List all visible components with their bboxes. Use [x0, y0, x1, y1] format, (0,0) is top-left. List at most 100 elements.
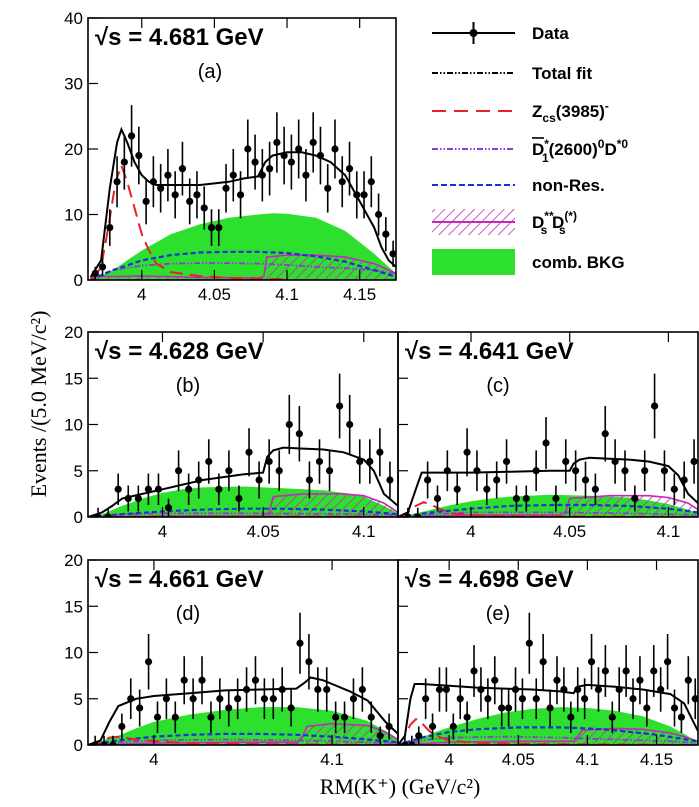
panel-energy-title: √s = 4.628 GeV: [95, 338, 264, 365]
data-point: [442, 685, 450, 694]
data-point: [135, 151, 143, 160]
data-point: [315, 457, 324, 466]
data-point: [200, 204, 208, 212]
data-point: [456, 695, 464, 703]
data-point: [255, 476, 263, 484]
y-tick-label: 10: [64, 206, 83, 225]
data-point: [171, 713, 179, 721]
legend-label: Zcs(3985)-: [532, 99, 609, 125]
legend-item-zcs: Zcs(3985)-: [432, 99, 609, 125]
legend-label: Data: [532, 24, 569, 43]
data-point: [287, 704, 295, 712]
x-tick-label: 4.15: [343, 285, 376, 304]
data-point: [567, 713, 575, 721]
d1-2600-curve: [90, 262, 396, 279]
panel-label: (e): [486, 603, 510, 625]
x-tick-label: 4.1: [320, 750, 344, 769]
data-point: [134, 494, 142, 503]
data-point: [539, 658, 547, 666]
data-point: [265, 457, 273, 466]
data-point: [414, 513, 422, 517]
data-point: [144, 658, 153, 666]
data-point: [615, 685, 623, 694]
data-point: [205, 457, 213, 466]
data-point: [587, 658, 596, 666]
y-tick-label: 0: [74, 508, 83, 527]
data-point: [349, 695, 358, 703]
x-tick-label: 4.05: [198, 285, 231, 304]
data-point: [473, 467, 481, 475]
data-point: [650, 667, 658, 675]
zcs-3985-curve: [88, 735, 398, 745]
data-point: [323, 685, 331, 694]
plot-area: [88, 373, 398, 517]
data-point: [684, 676, 692, 684]
x-tick-label: 4: [466, 522, 475, 541]
data-point: [222, 184, 230, 192]
data-point: [332, 713, 340, 721]
x-axis-title: RM(K⁺) (GeV/c²): [320, 774, 481, 799]
data-point: [611, 457, 619, 466]
data-point: [483, 485, 491, 493]
data-point: [581, 476, 590, 484]
data-point: [225, 704, 233, 712]
legend-swatch-marker: [469, 29, 478, 37]
data-point: [127, 132, 136, 140]
data-point: [94, 513, 102, 517]
data-point: [314, 685, 322, 694]
plot-area: [398, 373, 698, 517]
data-point: [266, 165, 274, 173]
panel-energy-title: √s = 4.661 GeV: [95, 566, 264, 593]
data-point: [493, 476, 501, 484]
data-point: [207, 224, 216, 232]
data-point: [189, 695, 197, 703]
total-fit-curve: [88, 446, 398, 517]
x-tick-label: 4: [149, 750, 158, 769]
data-point: [512, 494, 521, 503]
data-point: [470, 667, 478, 675]
data-point: [280, 151, 288, 160]
legend-label: D* 1(2600)0D*0: [532, 137, 628, 165]
data-point: [216, 695, 224, 703]
data-point: [229, 171, 237, 179]
data-point: [225, 467, 233, 475]
data-point: [594, 685, 603, 694]
y-tick-label: 20: [64, 140, 83, 159]
y-tick-label: 0: [74, 271, 83, 290]
data-point: [114, 485, 122, 493]
panel-energy-title: √s = 4.698 GeV: [405, 566, 574, 593]
dss-hatched-area: [88, 722, 398, 745]
legend-item-total: Total fit: [432, 64, 592, 83]
data-point: [601, 430, 609, 438]
data-point: [629, 695, 637, 703]
legend-item-dss: D** s D(*) s: [432, 209, 577, 237]
data-point: [643, 704, 651, 712]
legend-label: comb. BKG: [532, 253, 625, 272]
data-point: [404, 513, 412, 517]
data-point: [504, 704, 513, 712]
data-point: [316, 151, 325, 160]
y-axis-title: Events /(5.0 MeV/c²): [26, 311, 51, 498]
data-point: [215, 485, 223, 493]
data-point: [118, 722, 126, 731]
panel-label: (a): [198, 61, 222, 83]
data-point: [295, 145, 303, 153]
data-point: [491, 676, 499, 684]
data-point: [382, 230, 390, 238]
data-point: [251, 676, 260, 684]
data-point: [622, 667, 630, 675]
data-point: [340, 713, 349, 721]
data-point: [572, 467, 580, 475]
x-tick-label: 4.05: [247, 522, 280, 541]
data-point: [453, 485, 461, 493]
y-tick-label: 30: [64, 75, 83, 94]
y-tick-label: 15: [64, 597, 83, 616]
data-point: [325, 467, 334, 475]
data-point: [305, 476, 314, 484]
data-point: [552, 494, 560, 503]
data-point: [477, 685, 485, 694]
data-point: [242, 685, 251, 694]
data-point: [376, 448, 384, 456]
data-point: [389, 250, 396, 258]
